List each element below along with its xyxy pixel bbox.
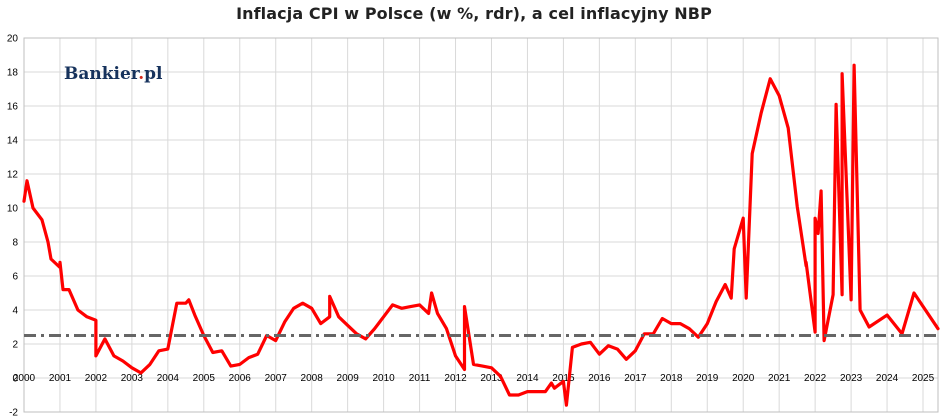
x-tick-label: 2022 [804,373,827,384]
x-tick-label: 2008 [301,373,324,384]
x-tick-label: 2006 [229,373,252,384]
plot-frame [23,37,939,413]
y-tick-label: 20 [7,34,19,45]
x-tick-label: 2001 [49,373,72,384]
x-tick-label: 2014 [516,373,539,384]
x-tick-label: 2005 [193,373,216,384]
x-tick-label: 2020 [732,373,755,384]
y-tick-label: 4 [12,306,18,317]
y-tick-label: -2 [9,408,18,418]
logo-text: Bankier [64,64,139,84]
x-tick-label: 2016 [588,373,611,384]
x-tick-label: 2017 [624,373,647,384]
x-tick-label: 2009 [337,373,360,384]
y-tick-label: 2 [12,340,18,351]
y-tick-label: 6 [12,272,18,283]
y-tick-label: 0 [12,374,18,385]
y-tick-label: 14 [7,136,19,147]
logo-dot: . [138,64,145,84]
x-tick-label: 2002 [85,373,108,384]
x-tick-label: 2021 [768,373,791,384]
y-tick-label: 8 [12,238,18,249]
y-tick-label: 12 [7,170,19,181]
x-tick-label: 2012 [444,373,467,384]
y-tick-label: 10 [7,204,19,215]
x-tick-label: 2025 [912,373,935,384]
x-tick-label: 2004 [157,373,180,384]
x-tick-label: 2013 [480,373,503,384]
x-tick-label: 2011 [409,373,431,384]
x-tick-label: 2019 [696,373,719,384]
cpi-series-line [22,63,940,407]
x-tick-label: 2023 [840,373,863,384]
x-tick-label: 2018 [660,373,683,384]
x-tick-label: 2010 [372,373,395,384]
x-tick-label: 2007 [265,373,288,384]
logo-suffix: pl [144,64,163,84]
chart-title: Inflacja CPI w Polsce (w %, rdr), a cel … [236,4,712,23]
x-tick-label: 2024 [876,373,899,384]
bankier-logo: Bankier.pl [64,64,162,84]
y-tick-label: 16 [7,102,19,113]
x-tick-label: 2003 [121,373,144,384]
y-tick-label: 18 [7,68,19,79]
x-tick-label: 2015 [552,373,575,384]
